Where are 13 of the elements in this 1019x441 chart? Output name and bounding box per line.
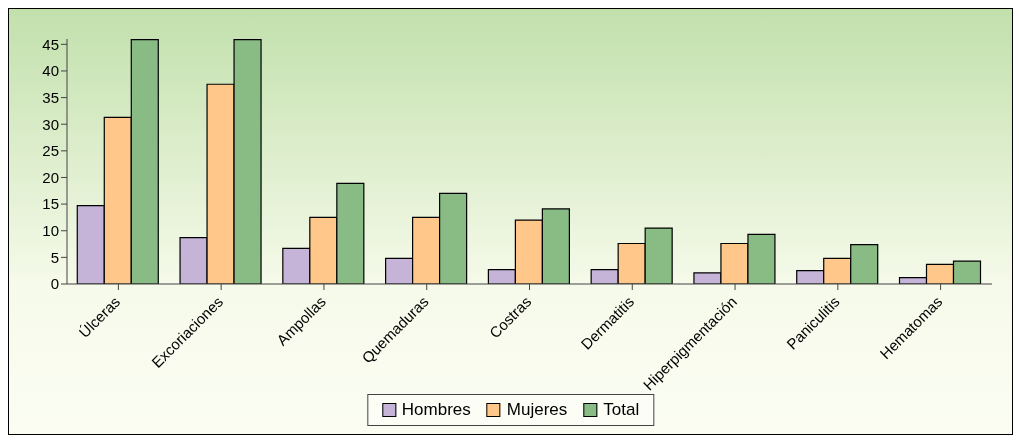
y-tick-label: 25 — [42, 142, 59, 160]
y-tick-label: 30 — [42, 115, 59, 133]
legend-label: Total — [603, 400, 640, 420]
legend-label: Mujeres — [506, 400, 568, 420]
legend-label: Hombres — [401, 400, 471, 420]
y-tick-label: 35 — [42, 88, 59, 106]
y-tick-label: 15 — [42, 195, 59, 213]
y-tick-label: 20 — [42, 168, 59, 186]
y-tick-label: 0 — [50, 275, 59, 293]
y-tick-label: 10 — [42, 222, 59, 240]
y-tick-label: 40 — [42, 62, 59, 80]
y-tick-label: 5 — [50, 248, 59, 266]
y-tick-label: 45 — [42, 35, 59, 53]
